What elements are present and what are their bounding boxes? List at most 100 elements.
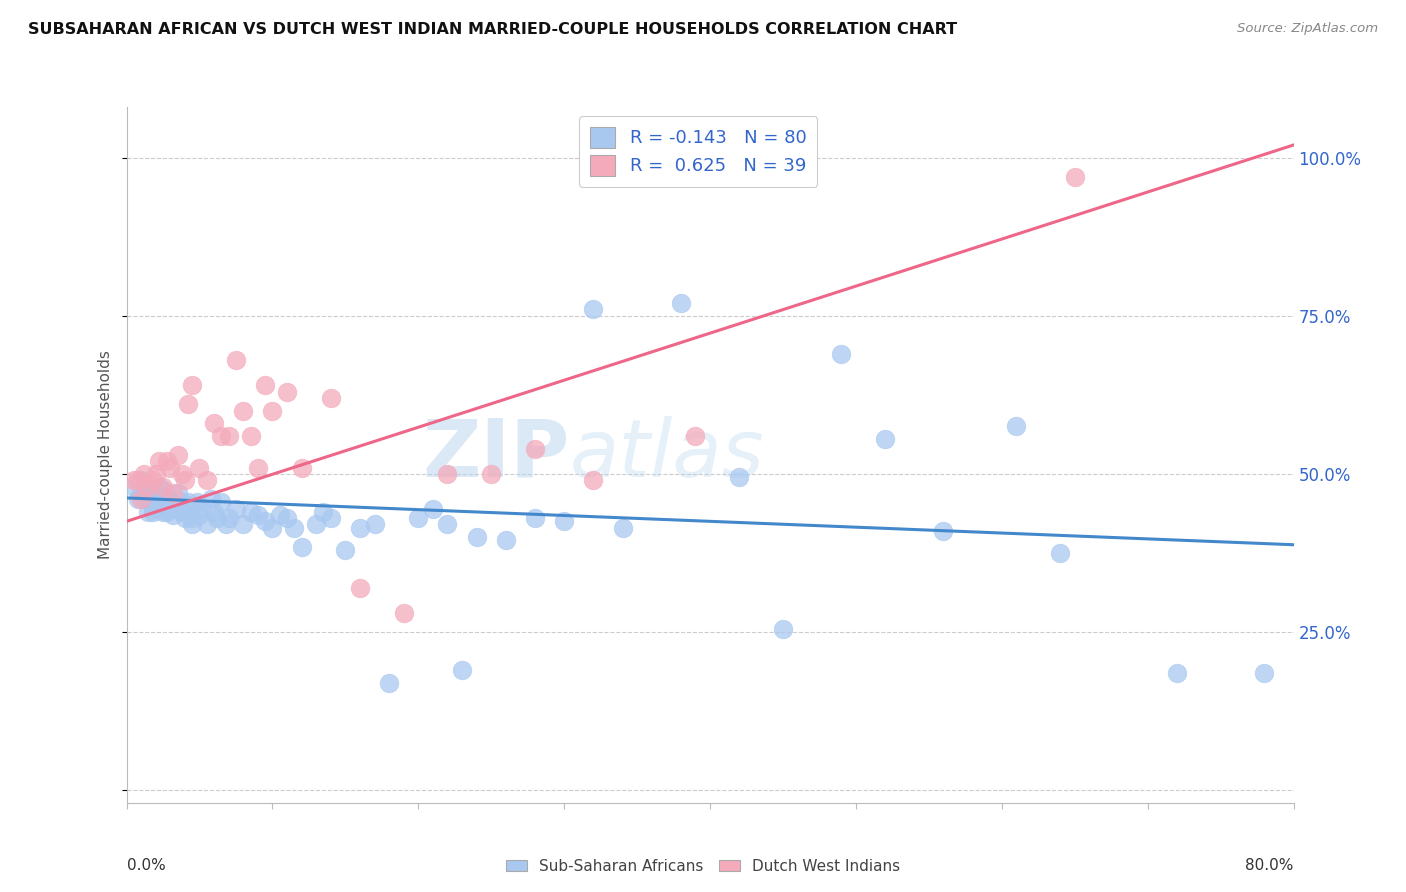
Point xyxy=(669,296,692,310)
Point xyxy=(142,473,165,487)
Point xyxy=(479,467,502,481)
Point xyxy=(232,517,254,532)
Point xyxy=(290,540,312,554)
Point xyxy=(269,508,291,522)
Point xyxy=(181,517,204,532)
Point xyxy=(166,499,188,513)
Point xyxy=(524,442,547,456)
Point xyxy=(186,495,208,509)
Text: atlas: atlas xyxy=(569,416,765,494)
Point xyxy=(127,473,149,487)
Point xyxy=(148,479,170,493)
Point xyxy=(129,492,152,507)
Point xyxy=(349,521,371,535)
Point xyxy=(132,492,155,507)
Point xyxy=(276,511,298,525)
Point xyxy=(246,508,269,522)
Text: 80.0%: 80.0% xyxy=(1246,858,1294,873)
Point xyxy=(138,479,160,493)
Point xyxy=(174,473,197,487)
Point xyxy=(181,378,204,392)
Point xyxy=(319,511,342,525)
Point xyxy=(188,508,211,522)
Point xyxy=(177,495,200,509)
Point xyxy=(202,505,225,519)
Point xyxy=(1005,419,1028,434)
Point xyxy=(436,467,458,481)
Point xyxy=(170,495,193,509)
Point xyxy=(218,511,240,525)
Point xyxy=(200,492,222,507)
Point xyxy=(830,347,852,361)
Point xyxy=(232,403,254,417)
Point xyxy=(159,460,181,475)
Point xyxy=(156,505,179,519)
Point xyxy=(152,483,174,497)
Point xyxy=(363,517,385,532)
Point xyxy=(239,429,262,443)
Point xyxy=(319,391,342,405)
Point xyxy=(162,486,184,500)
Point xyxy=(1063,169,1085,184)
Point xyxy=(159,492,181,507)
Point xyxy=(145,495,167,509)
Point xyxy=(262,403,284,417)
Legend: R = -0.143   N = 80, R =  0.625   N = 39: R = -0.143 N = 80, R = 0.625 N = 39 xyxy=(579,116,817,186)
Point xyxy=(138,505,160,519)
Point xyxy=(162,508,184,522)
Point xyxy=(148,454,170,468)
Point xyxy=(129,473,152,487)
Point xyxy=(262,521,284,535)
Point xyxy=(932,524,955,538)
Point xyxy=(170,505,193,519)
Point xyxy=(305,517,328,532)
Point xyxy=(422,501,444,516)
Point xyxy=(195,517,218,532)
Point xyxy=(166,448,188,462)
Point xyxy=(276,384,298,399)
Point xyxy=(127,492,149,507)
Point xyxy=(156,454,179,468)
Point xyxy=(378,675,401,690)
Point xyxy=(451,663,474,677)
Point xyxy=(166,486,188,500)
Point xyxy=(209,429,232,443)
Point xyxy=(202,417,225,431)
Point xyxy=(392,606,415,620)
Point xyxy=(772,622,794,636)
Point xyxy=(159,501,181,516)
Point xyxy=(553,514,575,528)
Point xyxy=(174,511,197,525)
Point xyxy=(177,397,200,411)
Point xyxy=(145,486,167,500)
Text: 0.0%: 0.0% xyxy=(127,858,166,873)
Point xyxy=(218,429,240,443)
Point xyxy=(142,505,165,519)
Point xyxy=(122,473,145,487)
Point xyxy=(612,521,634,535)
Point xyxy=(239,505,262,519)
Point xyxy=(152,479,174,493)
Point xyxy=(875,432,897,446)
Point xyxy=(225,353,247,368)
Point xyxy=(181,511,204,525)
Point xyxy=(225,501,247,516)
Point xyxy=(195,473,218,487)
Text: SUBSAHARAN AFRICAN VS DUTCH WEST INDIAN MARRIED-COUPLE HOUSEHOLDS CORRELATION CH: SUBSAHARAN AFRICAN VS DUTCH WEST INDIAN … xyxy=(28,22,957,37)
Point xyxy=(582,302,605,317)
Point xyxy=(1253,666,1275,681)
Text: ZIP: ZIP xyxy=(423,416,569,494)
Point xyxy=(191,501,214,516)
Point xyxy=(122,479,145,493)
Point xyxy=(170,467,193,481)
Point xyxy=(215,517,238,532)
Point xyxy=(205,511,228,525)
Point xyxy=(408,511,430,525)
Point xyxy=(254,514,277,528)
Point xyxy=(156,499,179,513)
Point xyxy=(145,467,167,481)
Point xyxy=(436,517,458,532)
Point xyxy=(283,521,305,535)
Point xyxy=(142,499,165,513)
Point xyxy=(335,542,357,557)
